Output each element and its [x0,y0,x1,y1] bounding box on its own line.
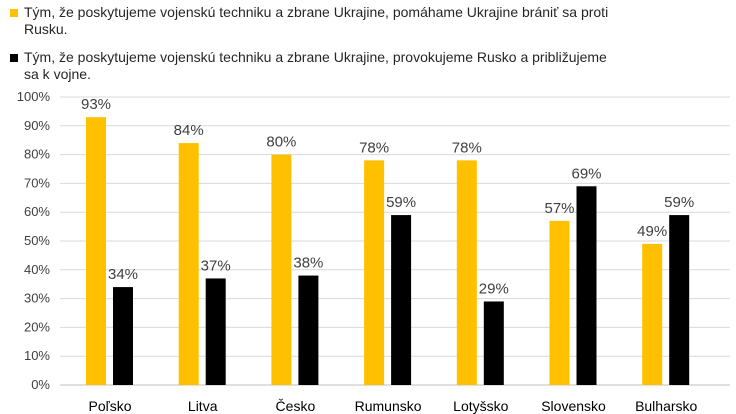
x-category-label: Bulharsko [635,398,697,414]
bar-yellow-1 [178,143,199,385]
y-tick-label: 80% [24,147,50,162]
y-tick-label: 60% [24,204,50,219]
data-label: 38% [293,255,323,272]
bar-black-0 [113,287,133,385]
bar-yellow-6 [642,243,663,385]
y-tick-label: 30% [24,291,50,306]
data-label: 84% [174,122,204,139]
data-label: 29% [479,280,509,297]
legend-label-series-1: Tým, že poskytujeme vojenskú techniku a … [24,4,609,37]
y-tick-label: 0% [31,377,50,392]
x-category-label: Rumunsko [355,398,422,414]
x-category-label: Česko [276,398,316,414]
bar-yellow-5 [549,220,570,385]
data-label: 49% [637,223,667,240]
data-label: 78% [359,139,389,156]
x-category-label: Poľsko [89,398,132,414]
bar-black-4 [483,301,504,385]
y-tick-label: 70% [24,175,50,190]
data-label: 59% [664,194,694,211]
legend-swatch-black [10,54,18,62]
bar-black-1 [205,278,226,385]
data-label: 57% [544,200,574,217]
data-label: 37% [201,257,231,274]
x-category-label: Lotyšsko [453,398,508,414]
bar-yellow-0 [86,117,106,385]
legend-label-series-2: Tým, že poskytujeme vojenskú techniku a … [24,49,607,82]
y-tick-label: 90% [24,118,50,133]
x-category-label: Litva [188,398,218,414]
y-tick-label: 100% [17,89,51,104]
bar-yellow-3 [364,160,385,385]
y-tick-label: 50% [24,233,50,248]
data-label: 78% [452,139,482,156]
bar-black-6 [669,215,690,385]
y-tick-label: 20% [24,319,50,334]
bar-black-3 [391,215,412,385]
bar-black-2 [298,275,319,385]
bar-yellow-4 [456,160,477,385]
data-label: 69% [571,165,601,182]
data-label: 34% [108,266,138,283]
bar-black-5 [576,186,597,385]
y-tick-label: 40% [24,262,50,277]
x-category-label: Slovensko [541,398,606,414]
legend-swatch-yellow [10,9,18,17]
y-tick-label: 10% [24,348,50,363]
data-label: 59% [386,194,416,211]
data-label: 93% [81,96,111,113]
bar-yellow-2 [271,154,292,385]
data-label: 80% [266,134,296,151]
